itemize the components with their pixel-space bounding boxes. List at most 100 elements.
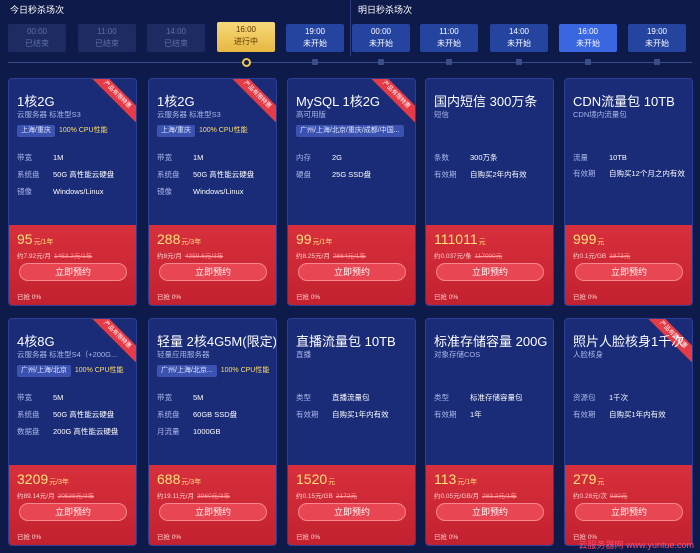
lock-icon <box>585 59 591 65</box>
spec-value: 自购买1年内有效 <box>609 410 666 419</box>
spec-key: 数据盘 <box>17 427 40 436</box>
product-subtitle: 云服务器 标准型S4（+200G... <box>17 350 118 359</box>
session-time: 19:00 <box>646 27 668 36</box>
price-value: 3209 <box>17 471 49 487</box>
reserve-button[interactable]: 立即预约 <box>575 503 683 521</box>
session-slot[interactable]: 16:00 未开始 <box>559 24 617 52</box>
session-slot[interactable]: 11:00 未开始 <box>420 24 478 52</box>
per-unit-price: 约0.037元/条 <box>434 253 472 260</box>
reserve-button[interactable]: 立即预约 <box>159 263 267 281</box>
spec-key: 有效期 <box>434 410 457 419</box>
price: 111011元 <box>434 231 486 247</box>
price-value: 688 <box>157 471 181 487</box>
spec-value: Windows/Linux <box>193 187 244 196</box>
session-time: 19:00 <box>304 27 326 36</box>
spec-list: 带宽 1M 系统盘 50G 高性能云硬盘 镜像 Windows/Linux <box>157 149 276 200</box>
session-slot[interactable]: 19:00 未开始 <box>286 24 344 52</box>
spec-row: 类型 直播流量包 <box>296 389 415 406</box>
promo-ribbon: 产品有限特惠 <box>88 79 136 124</box>
price: 288元/3年 <box>157 231 201 247</box>
spec-key: 带宽 <box>17 393 32 402</box>
spec-list: 带宽 5M 系统盘 50G 高性能云硬盘 数据盘 200G 高性能云硬盘 <box>17 389 136 440</box>
sold-percentage: 已抢 0% <box>157 534 182 541</box>
session-slot[interactable]: 19:00 未开始 <box>628 24 686 52</box>
spec-key: 有效期 <box>296 410 319 419</box>
product-title: 轻量 2核4G5M(限定) <box>157 334 277 349</box>
reserve-button[interactable]: 立即预约 <box>436 503 544 521</box>
spec-value: 5M <box>193 393 204 402</box>
per-unit-price: 约0.28元/次 <box>573 493 607 500</box>
price-block: 288元/3年 约8元/月 4359.6元/3年 立即预约 已抢 0% <box>149 225 276 305</box>
session-time: 16:00 <box>577 27 599 36</box>
price-block: 3209元/3年 约89.14元/月 20538元/3年 立即预约 已抢 0% <box>9 465 136 545</box>
price: 113元/1年 <box>434 471 477 487</box>
unit-price: 约0.1元/GB 1873元 <box>573 250 630 260</box>
spec-row: 有效期 自购买1年内有效 <box>573 406 692 423</box>
session-slot[interactable]: 00:00 已结束 <box>8 24 66 52</box>
spec-value: 1M <box>53 153 64 162</box>
per-unit-price: 约19.11元/月 <box>157 493 195 500</box>
product-tags: 上海/重庆 100% CPU性能 <box>157 125 248 137</box>
product-subtitle: 云服务器 标准型S3 <box>157 110 221 119</box>
reserve-button[interactable]: 立即预约 <box>298 503 406 521</box>
spec-row: 带宽 5M <box>157 389 276 406</box>
spec-row: 系统盘 50G 高性能云硬盘 <box>17 406 136 423</box>
spec-key: 月流量 <box>157 427 180 436</box>
product-title: 4核8G <box>17 334 55 349</box>
sold-percentage: 已抢 0% <box>157 294 182 301</box>
product-title: 照片人脸核身1千次 <box>573 334 685 349</box>
spec-value: 直播流量包 <box>332 393 370 402</box>
price: 99元/1年 <box>296 231 332 247</box>
original-price: 1453.2元/1年 <box>53 253 93 260</box>
reserve-button[interactable]: 立即预约 <box>575 263 683 281</box>
reserve-button[interactable]: 立即预约 <box>19 263 127 281</box>
region-tag: 上海/重庆 <box>157 125 195 137</box>
price-unit: 元/3年 <box>181 239 202 246</box>
spec-value: 1年 <box>470 410 482 419</box>
spec-key: 类型 <box>434 393 449 402</box>
reserve-button[interactable]: 立即预约 <box>19 503 127 521</box>
price-unit: 元/1年 <box>457 479 478 486</box>
price-value: 279 <box>573 471 597 487</box>
spec-row: 有效期 1年 <box>434 406 553 423</box>
product-card: 产品有限特惠 1核2G 云服务器 标准型S3 上海/重庆 100% CPU性能 带宽 1… <box>148 78 277 306</box>
original-price: 930元 <box>609 493 628 500</box>
lock-icon <box>446 59 452 65</box>
session-slot[interactable]: 11:00 已结束 <box>78 24 136 52</box>
product-card: 产品有限特惠 4核8G 云服务器 标准型S4（+200G... 广州/上海/北京 100… <box>8 318 137 546</box>
price-block: 688元/3年 约19.11元/月 3960元/3年 立即预约 已抢 0% <box>149 465 276 545</box>
reserve-button[interactable]: 立即预约 <box>298 263 406 281</box>
spec-list: 资源包 1千次 有效期 自购买1年内有效 <box>573 389 692 423</box>
spec-value: 1000GB <box>193 427 221 436</box>
spec-value: 5M <box>53 393 64 402</box>
price-unit: 元/1年 <box>33 239 54 246</box>
unit-price: 约8元/月 4359.6元/3年 <box>157 250 223 260</box>
session-slot[interactable]: 00:00 未开始 <box>352 24 410 52</box>
spec-row: 系统盘 50G 高性能云硬盘 <box>157 166 276 183</box>
price-unit: 元 <box>597 239 605 246</box>
session-status: 未开始 <box>437 39 461 48</box>
product-tags: 上海/重庆 100% CPU性能 <box>17 125 108 137</box>
promo-ribbon: 产品有限特惠 <box>228 79 276 124</box>
price-unit: 元 <box>597 479 605 486</box>
spec-list: 带宽 1M 系统盘 50G 高性能云硬盘 镜像 Windows/Linux <box>17 149 136 200</box>
session-status: 已结束 <box>164 39 188 48</box>
reserve-button[interactable]: 立即预约 <box>159 503 267 521</box>
session-slot[interactable]: 14:00 已结束 <box>147 24 205 52</box>
original-price: 283.2元/1年 <box>482 493 517 500</box>
session-status: 进行中 <box>234 37 258 46</box>
session-time: 11:00 <box>439 27 459 36</box>
product-card: 产品有限特惠 1核2G 云服务器 标准型S3 上海/重庆 100% CPU性能 带宽 1… <box>8 78 137 306</box>
session-status: 未开始 <box>303 39 327 48</box>
price-value: 113 <box>434 471 457 487</box>
session-slot[interactable]: 16:00 进行中 <box>217 22 275 52</box>
cpu-performance-tag: 100% CPU性能 <box>198 127 248 134</box>
price-value: 288 <box>157 231 181 247</box>
price-value: 99 <box>296 231 312 247</box>
price-unit: 元/3年 <box>181 479 202 486</box>
product-title: 国内短信 300万条 <box>434 94 538 109</box>
reserve-button[interactable]: 立即预约 <box>436 263 544 281</box>
session-slot[interactable]: 14:00 未开始 <box>490 24 548 52</box>
unit-price: 约7.92元/月 1453.2元/1年 <box>17 250 92 260</box>
day-divider <box>350 0 351 56</box>
